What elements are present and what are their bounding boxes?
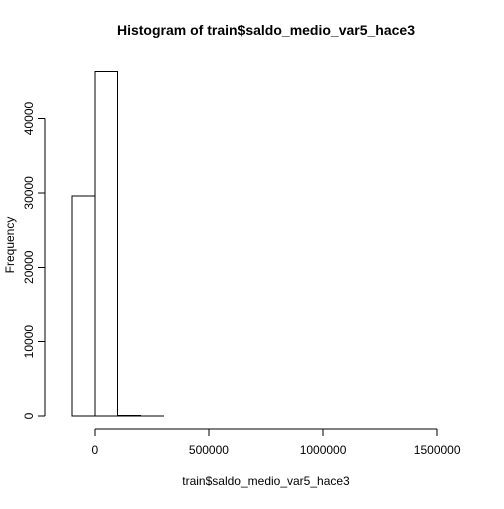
x-axis: 0 500000 1000000 1500000 (91, 429, 460, 457)
y-tick-label: 10000 (22, 325, 36, 359)
y-tick-label: 30000 (22, 176, 36, 210)
x-tick-label: 1500000 (414, 443, 461, 457)
x-axis-label: train$saldo_medio_var5_hace3 (182, 474, 350, 488)
x-tick-label: 500000 (189, 443, 229, 457)
histogram-bar (72, 196, 95, 416)
histogram-bar (95, 72, 118, 416)
y-tick-label: 20000 (22, 250, 36, 284)
bars-group (72, 72, 163, 416)
y-axis-label: Frequency (3, 217, 17, 274)
y-tick-label: 0 (22, 412, 36, 419)
histogram-bar (118, 415, 141, 416)
x-tick-label: 0 (91, 443, 98, 457)
chart-title: Histogram of train$saldo_medio_var5_hace… (117, 22, 415, 38)
y-tick-label: 40000 (22, 101, 36, 135)
y-axis: 0 10000 20000 30000 40000 (22, 101, 45, 419)
x-tick-label: 1000000 (300, 443, 347, 457)
